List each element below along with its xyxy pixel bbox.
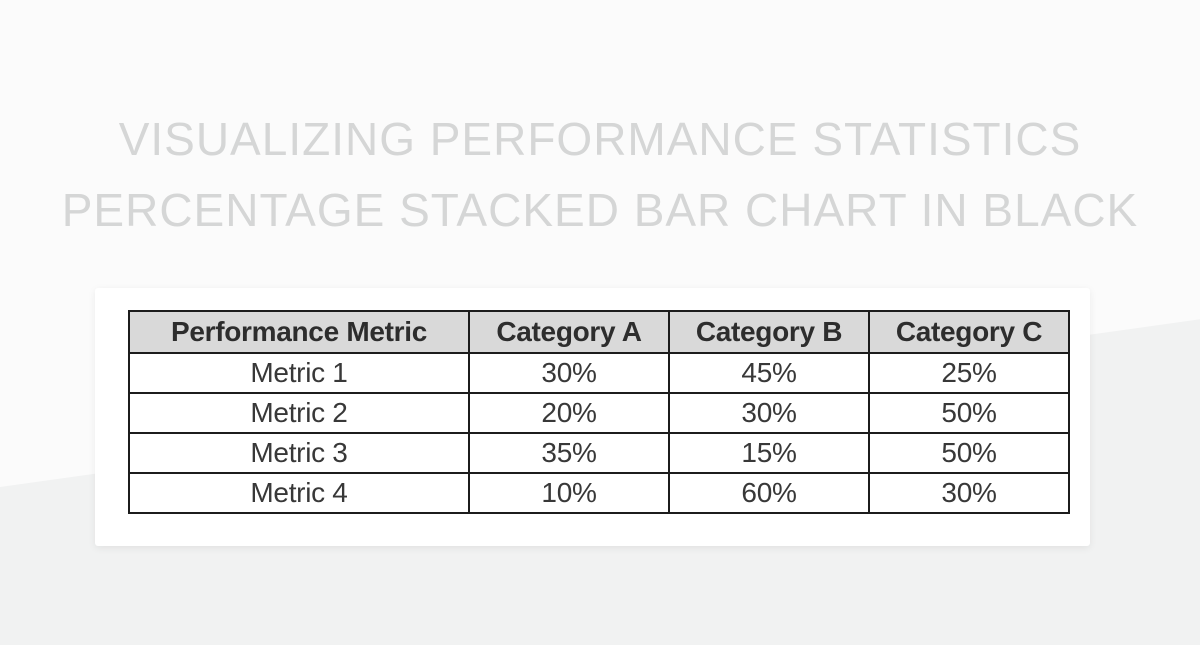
metric-label-cell: Metric 4 <box>128 472 470 514</box>
value-cell: 45% <box>668 352 870 394</box>
column-header-category-a: Category A <box>468 310 670 354</box>
value-cell: 30% <box>868 472 1070 514</box>
value-cell: 30% <box>668 392 870 434</box>
value-cell: 15% <box>668 432 870 474</box>
value-cell: 35% <box>468 432 670 474</box>
table-row: Metric 3 35% 15% 50% <box>128 432 1070 474</box>
value-cell: 30% <box>468 352 670 394</box>
title-line-2: PERCENTAGE STACKED BAR CHART IN BLACK <box>61 184 1139 236</box>
page-title: VISUALIZING PERFORMANCE STATISTICS PERCE… <box>0 104 1200 246</box>
column-header-category-b: Category B <box>668 310 870 354</box>
value-cell: 25% <box>868 352 1070 394</box>
metric-label-cell: Metric 2 <box>128 392 470 434</box>
table-row: Metric 1 30% 45% 25% <box>128 352 1070 394</box>
value-cell: 20% <box>468 392 670 434</box>
table-card: Performance Metric Category A Category B… <box>95 288 1090 546</box>
column-header-performance-metric: Performance Metric <box>128 310 470 354</box>
value-cell: 60% <box>668 472 870 514</box>
metric-label-cell: Metric 1 <box>128 352 470 394</box>
value-cell: 10% <box>468 472 670 514</box>
value-cell: 50% <box>868 392 1070 434</box>
value-cell: 50% <box>868 432 1070 474</box>
column-header-category-c: Category C <box>868 310 1070 354</box>
performance-table: Performance Metric Category A Category B… <box>128 310 1070 514</box>
title-line-1: VISUALIZING PERFORMANCE STATISTICS <box>118 113 1082 165</box>
table-header-row: Performance Metric Category A Category B… <box>128 310 1070 354</box>
table-row: Metric 2 20% 30% 50% <box>128 392 1070 434</box>
metric-label-cell: Metric 3 <box>128 432 470 474</box>
table-row: Metric 4 10% 60% 30% <box>128 472 1070 514</box>
